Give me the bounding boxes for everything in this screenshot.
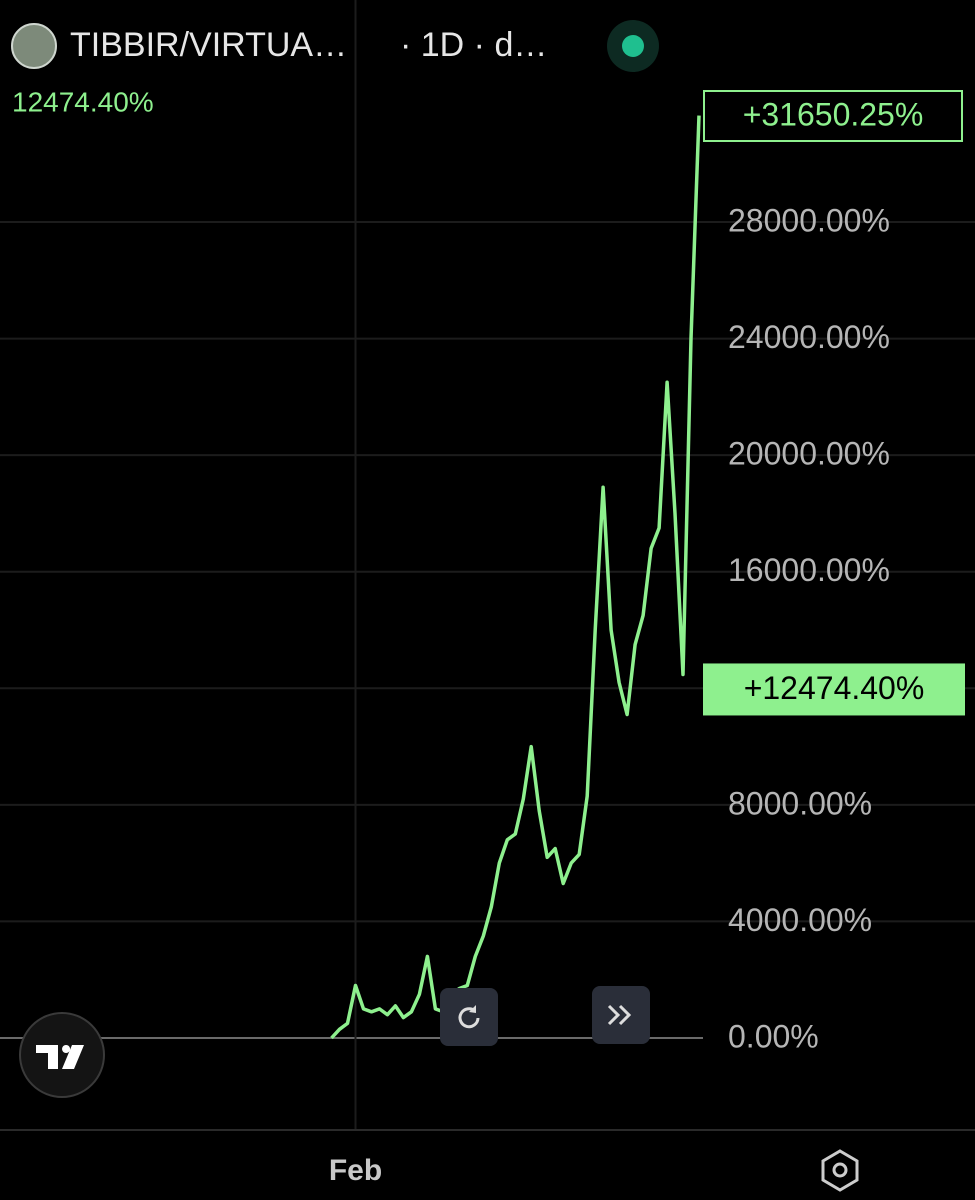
y-tick-label: 0.00%: [728, 1018, 819, 1054]
scroll-button[interactable]: [592, 986, 650, 1044]
interval: · 1D · d…: [400, 26, 547, 64]
y-tick-label: 4000.00%: [728, 902, 872, 938]
last-label: +12474.40%: [744, 670, 925, 706]
tv-logo-mark: [36, 1045, 84, 1069]
high-label: +31650.25%: [743, 96, 924, 132]
y-tick-label: 20000.00%: [728, 436, 890, 472]
price-line: [330, 115, 701, 1040]
y-tick-label: 28000.00%: [728, 202, 890, 238]
settings-icon[interactable]: [821, 1149, 859, 1192]
last-label-box: [703, 663, 965, 716]
status-dot: [622, 35, 644, 57]
high-label-box: [703, 90, 963, 142]
settings-icon-center: [832, 1162, 848, 1178]
legend-value: 12474.40%: [12, 86, 154, 117]
reset-button[interactable]: [440, 988, 498, 1046]
tv-logo[interactable]: [19, 1012, 105, 1098]
reset-arrow: [469, 1005, 476, 1013]
scroll-icon: [607, 1004, 632, 1026]
y-tick-label: 24000.00%: [728, 319, 890, 355]
x-tick-label: Feb: [329, 1154, 382, 1187]
reset-icon: [458, 1007, 480, 1029]
symbol-icon: [11, 23, 57, 69]
y-tick-label: 8000.00%: [728, 785, 872, 821]
symbol[interactable]: TIBBIR/VIRTUA…: [70, 26, 347, 64]
y-tick-label: 16000.00%: [728, 552, 890, 588]
